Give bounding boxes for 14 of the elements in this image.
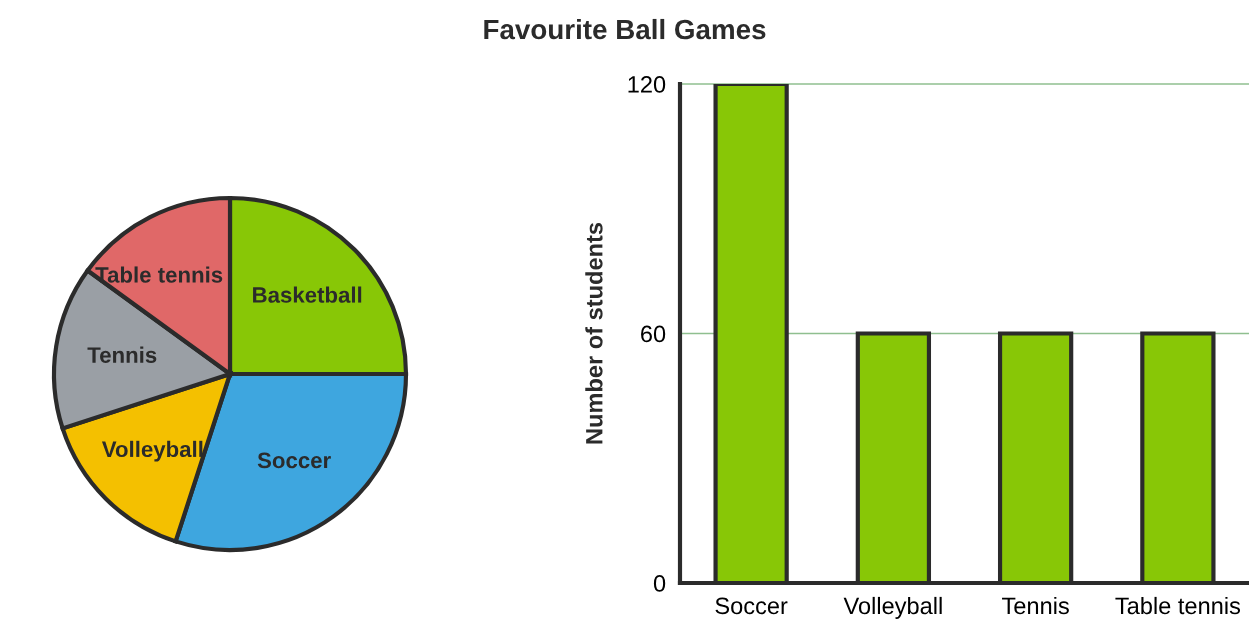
x-tick-label: Volleyball — [843, 596, 942, 619]
y-tick-label: 0 — [653, 575, 666, 592]
text: Favourite Ball Games — [484, 18, 766, 40]
x-tick-label: Table tennis — [1115, 596, 1241, 615]
slice-label: Tennis — [87, 346, 157, 363]
y-tick-label: 60 — [641, 325, 666, 343]
slice-label: Soccer — [257, 452, 331, 469]
x-tick-label: Tennis — [1002, 596, 1069, 615]
slice-label: Table tennis — [95, 266, 223, 283]
slice-label: Basketball — [253, 286, 362, 303]
slice-label: Volleyball — [101, 440, 203, 462]
x-tick-label: Soccer — [715, 597, 788, 615]
y-axis-title: Number of students — [585, 222, 603, 444]
y-tick-label: 120 — [628, 76, 666, 93]
